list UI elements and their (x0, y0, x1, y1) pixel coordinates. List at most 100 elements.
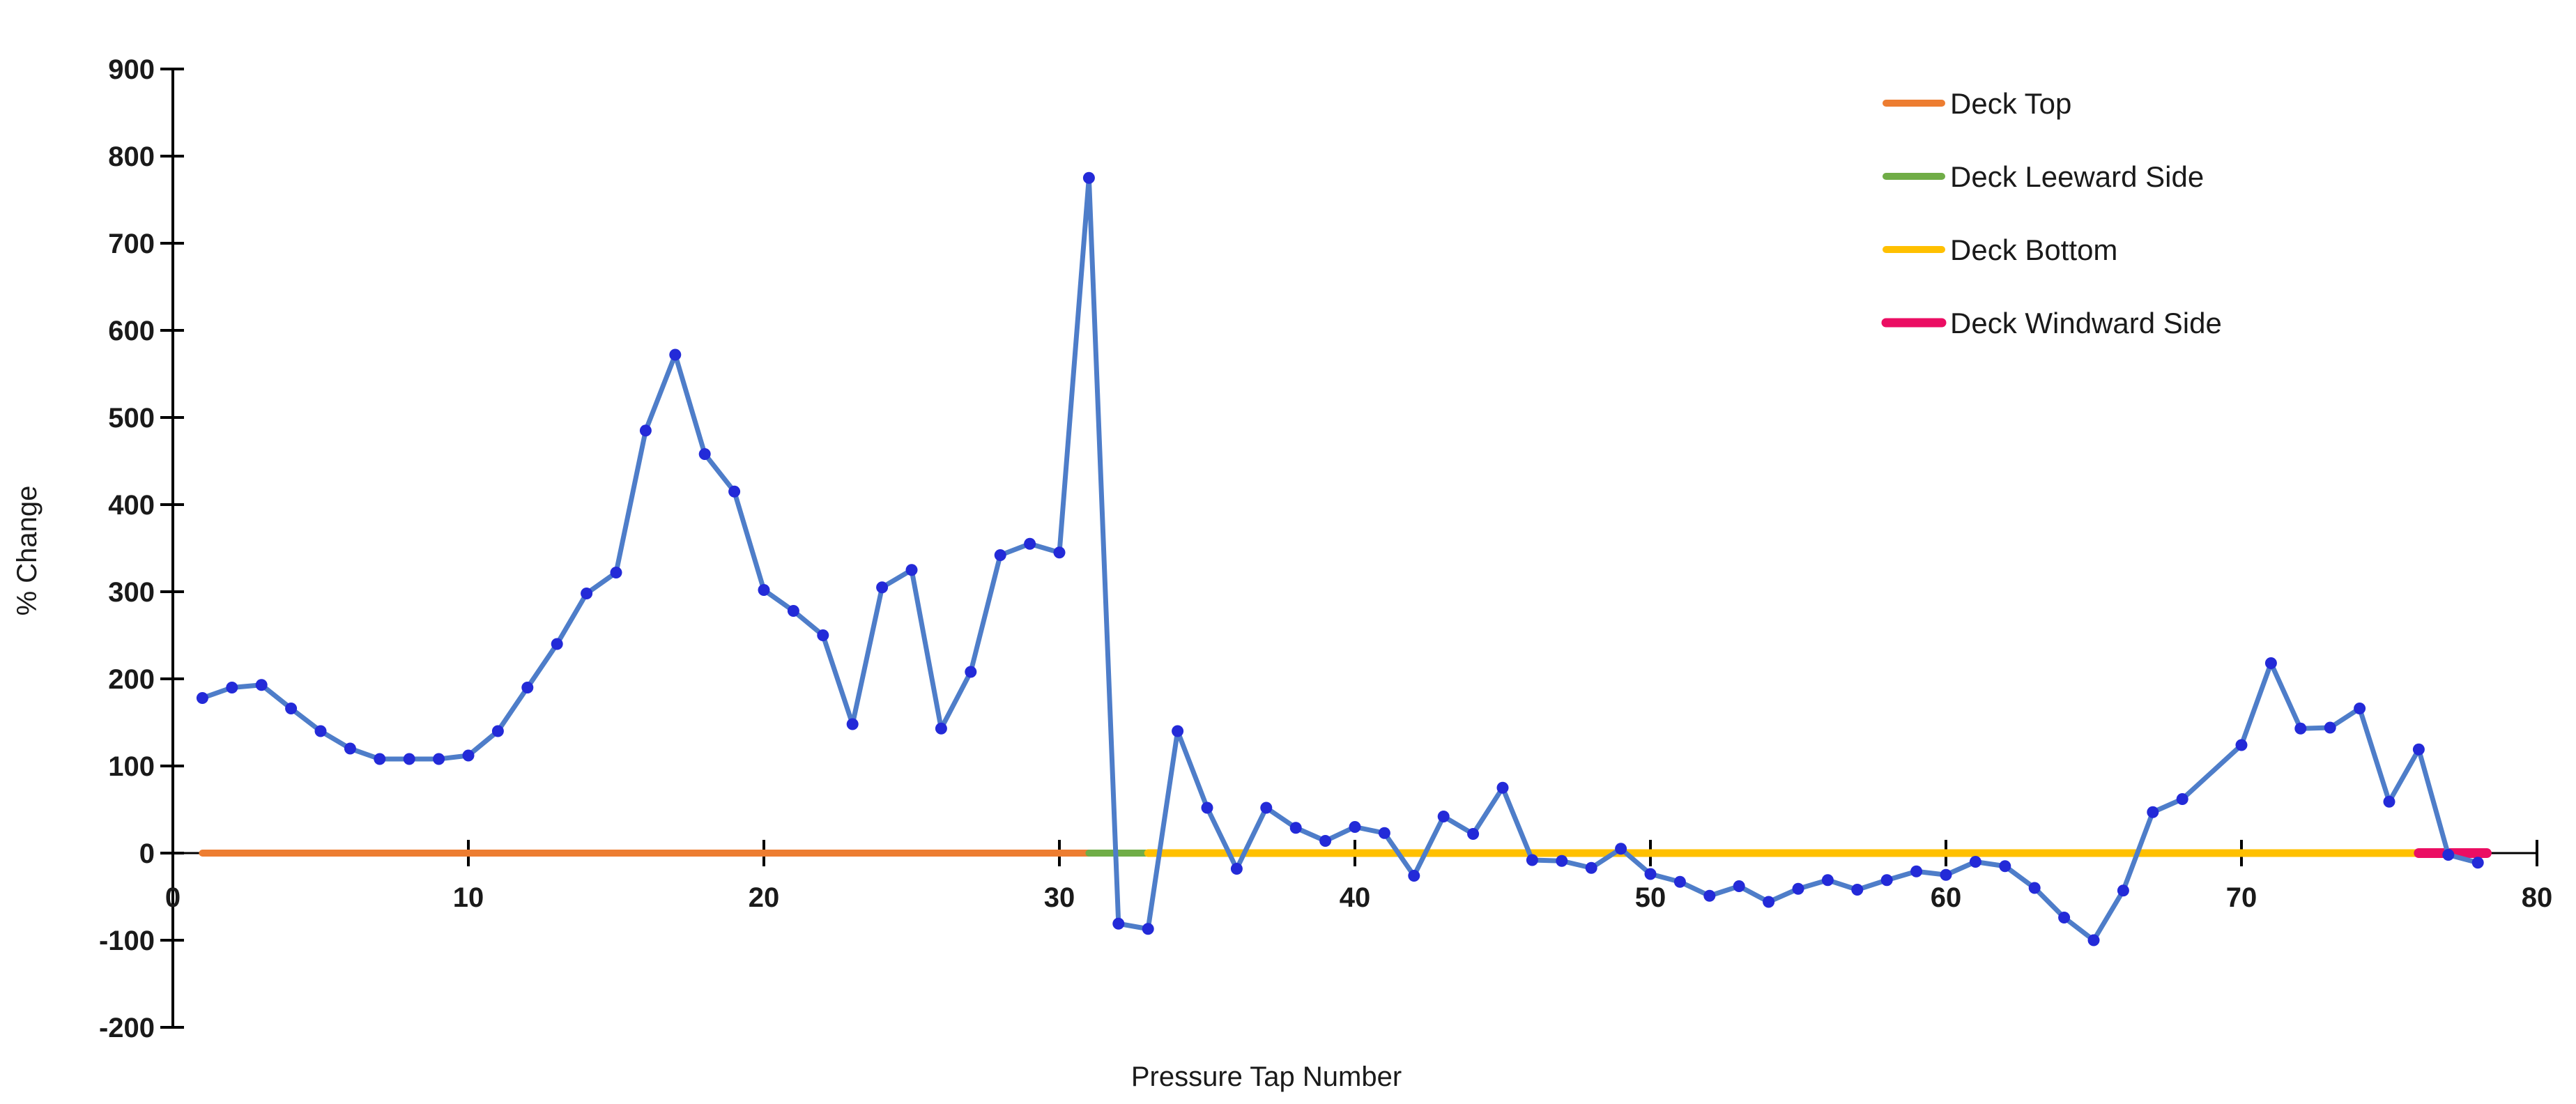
data-point-marker (285, 703, 298, 714)
data-point-marker (314, 725, 327, 737)
legend-item-deck-windward-side: Deck Windward Side (1881, 307, 2222, 339)
data-point-marker (2235, 739, 2248, 751)
data-point-marker (1230, 863, 1243, 875)
data-point-marker (1496, 781, 1509, 794)
data-point-marker (1289, 822, 1302, 834)
y-tick-label: 100 (108, 751, 155, 782)
data-point-marker (610, 567, 622, 578)
data-point-marker (1999, 860, 2011, 873)
data-point-marker (1437, 811, 1450, 822)
data-point-marker (581, 588, 593, 599)
data-point-marker (2087, 934, 2100, 946)
data-point-marker (1467, 828, 1480, 840)
data-point-marker (846, 718, 859, 730)
y-tick-label: 800 (108, 141, 155, 172)
x-tick-label: 80 (2522, 882, 2553, 913)
y-axis (160, 68, 184, 1029)
data-point-marker (1703, 889, 1716, 902)
data-point-marker (1969, 856, 1981, 868)
data-point-marker (1024, 537, 1036, 550)
data-point-marker (1172, 725, 1184, 737)
y-axis-title: % Change (12, 486, 43, 616)
data-point-marker (1349, 821, 1361, 833)
data-point-marker (639, 424, 652, 437)
data-point-marker (344, 742, 356, 755)
data-point-marker (876, 581, 889, 594)
x-tick-label: 20 (749, 882, 780, 913)
data-point-marker (1880, 874, 1893, 887)
data-point-marker (2412, 743, 2425, 756)
y-tick-label: 700 (108, 229, 155, 259)
data-point-marker (2471, 857, 2484, 869)
data-point-marker (1112, 917, 1125, 930)
data-point-marker (521, 682, 534, 693)
data-point-marker (433, 753, 445, 765)
data-point-marker (935, 722, 947, 735)
data-point-marker (1673, 875, 1686, 888)
data-point-marker (965, 666, 977, 678)
y-tick-label: 0 (139, 838, 155, 869)
data-point-marker (1733, 880, 1745, 892)
data-point-marker (2147, 806, 2159, 818)
data-point-marker (1615, 843, 1627, 855)
data-point-marker (403, 753, 415, 765)
data-point-marker (1821, 874, 1834, 887)
data-point-marker (2117, 884, 2129, 897)
x-axis-title: Pressure Tap Number (1131, 1061, 1402, 1092)
y-tick-label: 600 (108, 316, 155, 346)
data-point-marker (374, 753, 386, 765)
data-point-marker (2294, 722, 2307, 735)
data-point-marker (1792, 882, 1804, 895)
data-point-marker (2176, 793, 2188, 805)
legend-item-deck-leeward-side: Deck Leeward Side (1883, 160, 2204, 193)
legend: Deck Top Deck Leeward Side Deck Bottom Deck… (1881, 87, 2222, 339)
legend-label: Deck Top (1950, 87, 2071, 120)
data-point-marker (2324, 721, 2336, 734)
legend-item-deck-bottom: Deck Bottom (1883, 233, 2117, 266)
data-point-marker (698, 448, 711, 460)
data-point-marker (1910, 865, 1923, 877)
data-point-marker (1851, 884, 1864, 896)
data-point-marker (255, 679, 268, 691)
data-point-marker (2058, 912, 2071, 923)
data-point-marker (2383, 795, 2395, 808)
x-tick-label: 50 (1635, 882, 1666, 913)
data-point-marker (787, 605, 799, 617)
data-point-marker (669, 348, 682, 361)
data-point-marker (1378, 827, 1390, 839)
data-point-marker (491, 725, 504, 737)
data-point-marker (1053, 546, 1066, 559)
y-tick-label: -200 (99, 1013, 155, 1043)
y-tick-label: 400 (108, 490, 155, 521)
data-point-marker (196, 692, 208, 704)
data-point-marker (994, 549, 1006, 561)
legend-item-deck-top: Deck Top (1883, 87, 2071, 120)
data-point-marker (1408, 870, 1420, 882)
data-point-marker (758, 584, 770, 596)
y-tick-label: 200 (108, 664, 155, 695)
data-point-marker (1526, 854, 1538, 866)
data-point-marker (2442, 849, 2455, 861)
data-point-marker (1556, 854, 1568, 867)
data-point-marker (1201, 802, 1213, 814)
data-point-marker (817, 629, 829, 641)
legend-label: Deck Bottom (1950, 233, 2117, 266)
x-tick-label: 40 (1340, 882, 1371, 913)
data-point-marker (728, 485, 741, 498)
data-point-marker (1940, 868, 1952, 881)
y-tick-label: 500 (108, 403, 155, 434)
data-point-marker (905, 564, 918, 576)
data-point-marker (1585, 861, 1597, 874)
data-point-marker (551, 638, 563, 650)
x-tick-label: 60 (1931, 882, 1962, 913)
data-series (196, 171, 2484, 946)
x-tick-label: 30 (1044, 882, 1075, 913)
legend-label: Deck Leeward Side (1950, 160, 2204, 193)
data-point-marker (1319, 835, 1332, 847)
data-point-marker (1763, 896, 1775, 908)
data-point-marker (462, 749, 475, 762)
data-point-marker (1082, 171, 1095, 184)
data-point-marker (1142, 923, 1154, 935)
